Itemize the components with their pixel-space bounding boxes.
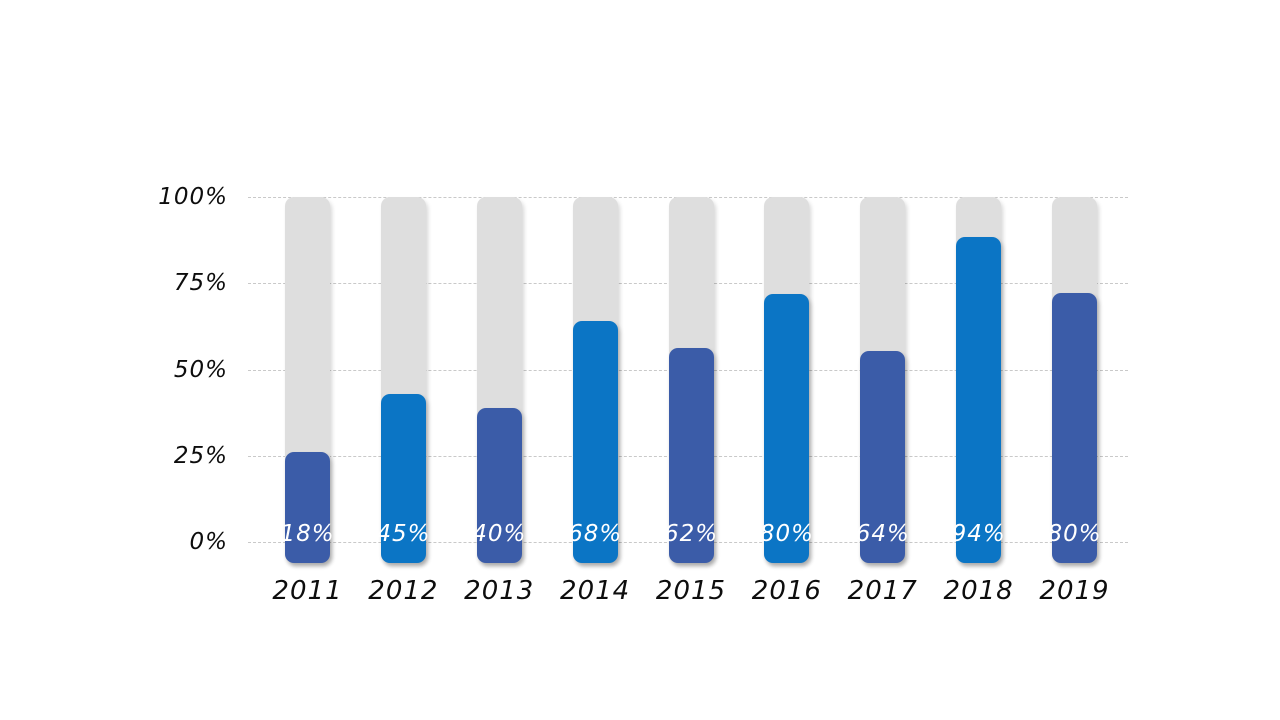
bar-2019: 80% [1047,292,1101,563]
y-axis-tick-label: 75% [173,270,228,297]
bar-2016: 80% [760,293,813,563]
bar-data-label: 45% [376,520,431,547]
bar-data-label: 94% [951,520,1006,547]
x-axis-tick-label: 2012 [368,576,439,606]
bar-data-label: 80% [759,520,814,547]
bar-2017: 64% [856,350,909,563]
bar-data-label: 68% [568,520,623,547]
y-axis-tick-label: 25% [173,442,228,469]
bar-data-label: 80% [1047,520,1102,547]
x-axis-tick-label: 2013 [464,576,535,606]
bar-2011: 18% [280,451,334,563]
y-axis-tick-label: 100% [158,184,228,210]
x-axis-tick-label: 2015 [655,576,727,606]
x-axis-tick-label: 2019 [1039,576,1110,606]
bar-data-label: 18% [280,520,335,547]
y-axis-tick-label: 0% [189,529,228,555]
bar-data-label: 62% [663,520,719,547]
bar-2014: 68% [568,320,621,563]
x-axis-tick-label: 2011 [272,576,343,606]
x-axis-tick-label: 2014 [560,576,631,606]
y-axis-tick-label: 50% [173,356,228,383]
bar-2015: 62% [664,348,717,563]
bar-data-label: 40% [472,520,527,547]
x-axis-tick-label: 2016 [751,576,822,606]
bar-2013: 40% [472,408,525,563]
bar-2012: 45% [376,393,429,563]
bar-data-label: 64% [855,520,910,547]
bar-2018: 94% [952,237,1005,563]
x-axis-tick-label: 2018 [943,576,1014,606]
x-axis-tick-label: 2017 [847,576,918,606]
